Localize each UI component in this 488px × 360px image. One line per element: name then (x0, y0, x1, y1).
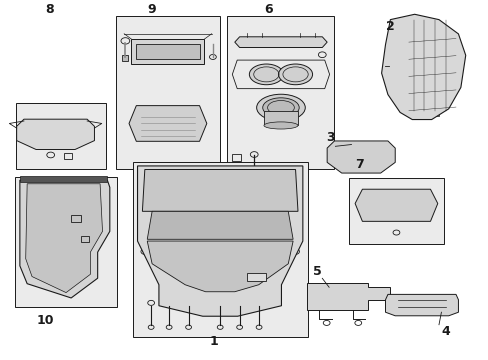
Polygon shape (129, 105, 206, 141)
Ellipse shape (32, 127, 52, 140)
Polygon shape (385, 294, 458, 316)
Ellipse shape (249, 64, 283, 85)
Polygon shape (17, 119, 94, 149)
Ellipse shape (158, 114, 177, 133)
Bar (64, 153, 71, 159)
Polygon shape (142, 170, 297, 211)
Bar (116, 16, 220, 170)
Bar (409, 102, 438, 116)
Ellipse shape (361, 148, 385, 162)
Bar (81, 236, 89, 242)
Polygon shape (26, 184, 102, 293)
Polygon shape (234, 37, 326, 48)
Text: 4: 4 (441, 325, 450, 338)
Bar (264, 111, 297, 126)
Ellipse shape (375, 192, 416, 212)
Polygon shape (381, 14, 465, 120)
Bar (232, 154, 241, 161)
Text: 5: 5 (312, 265, 321, 278)
Polygon shape (326, 141, 394, 173)
Polygon shape (137, 166, 302, 316)
Bar (16, 103, 106, 170)
Text: 8: 8 (45, 3, 54, 16)
Ellipse shape (264, 122, 297, 129)
Text: 3: 3 (325, 131, 334, 144)
Bar (15, 177, 117, 307)
Ellipse shape (59, 127, 79, 140)
Bar (71, 215, 81, 222)
Bar (122, 55, 128, 60)
Bar (227, 16, 334, 170)
Text: 1: 1 (209, 336, 218, 348)
Text: 9: 9 (147, 3, 156, 16)
Text: 2: 2 (385, 20, 394, 33)
Ellipse shape (339, 148, 363, 162)
Bar (132, 162, 307, 337)
Text: 7: 7 (354, 158, 363, 171)
Bar (20, 176, 107, 182)
Polygon shape (354, 189, 437, 221)
Polygon shape (306, 283, 389, 310)
Polygon shape (20, 180, 110, 298)
Bar (136, 45, 199, 59)
Polygon shape (147, 211, 292, 239)
Text: 10: 10 (36, 314, 54, 327)
Text: 6: 6 (264, 3, 273, 16)
Ellipse shape (278, 64, 312, 85)
Bar (246, 273, 266, 281)
Ellipse shape (256, 94, 305, 121)
Bar (382, 62, 389, 77)
Bar (131, 39, 204, 64)
Polygon shape (147, 241, 292, 292)
Bar (348, 179, 443, 244)
Ellipse shape (262, 98, 299, 117)
